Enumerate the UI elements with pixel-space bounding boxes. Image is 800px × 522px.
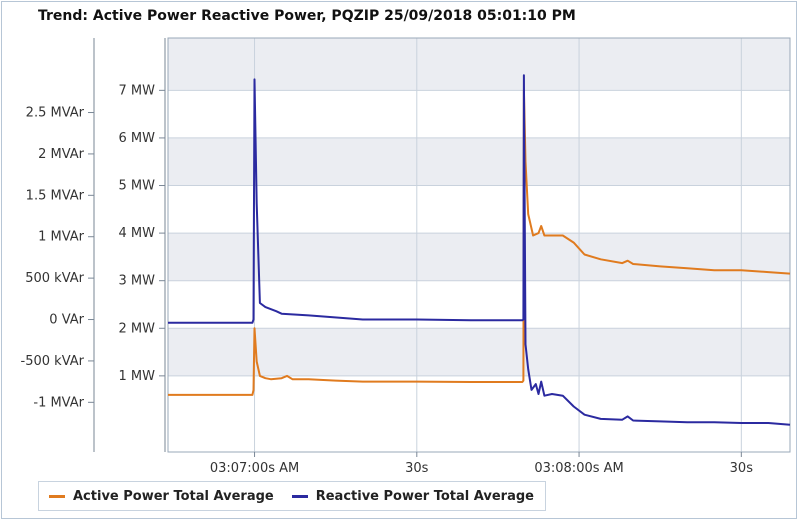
reactive-tick-label: 1 MVAr	[38, 230, 85, 245]
legend-swatch-active-power	[49, 494, 65, 498]
reactive-power-axis: 2.5 MVAr 2 MVAr 1.5 MVAr 1 MVAr 500 kVAr 0 VA…	[21, 106, 94, 410]
active-power-axis: 7 MW 6 MW 5 MW 4 MW 3 MW 2 MW 1 MW	[119, 83, 165, 384]
time-tick-label: 03:07:00s AM	[210, 461, 299, 476]
legend: Active Power Total Average Reactive Powe…	[38, 481, 546, 511]
reactive-tick-label: 0 VAr	[49, 313, 84, 328]
active-tick-label: 3 MW	[119, 274, 156, 289]
legend-swatch-reactive-power	[291, 494, 308, 498]
plot-axes	[93, 38, 166, 452]
plot-band	[168, 328, 790, 376]
reactive-tick-label: 2.5 MVAr	[26, 106, 85, 121]
chart-title: Trend: Active Power Reactive Power, PQZI…	[38, 8, 576, 24]
active-tick-label: 7 MW	[119, 83, 156, 98]
active-tick-label: 6 MW	[119, 131, 156, 146]
active-tick-label: 1 MW	[119, 369, 156, 384]
time-tick-label: 03:08:00s AM	[534, 461, 623, 476]
time-tick-label: 30s	[405, 461, 429, 476]
plot-border	[167, 37, 791, 453]
legend-item-reactive-power[interactable]: Reactive Power Total Average	[291, 488, 534, 504]
plot-band	[168, 137, 790, 186]
reactive-tick-label: 1.5 MVAr	[26, 188, 85, 203]
reactive-tick-label: -500 kVAr	[21, 354, 85, 369]
active-tick-label: 5 MW	[119, 179, 156, 194]
reactive-tick-label: 2 MVAr	[38, 147, 85, 162]
plot-band	[168, 233, 790, 281]
active-tick-label: 2 MW	[119, 321, 156, 336]
legend-label-active-power: Active Power Total Average	[73, 488, 274, 504]
series-reactive-power-line	[168, 74, 791, 426]
legend-label-reactive-power: Reactive Power Total Average	[315, 488, 534, 504]
series-active-power-line	[168, 89, 791, 396]
plot-bands	[168, 38, 790, 452]
reactive-tick-label: -1 MVAr	[33, 395, 84, 410]
time-tick-label: 30s	[730, 461, 754, 476]
series-lines	[168, 74, 791, 426]
time-axis: 03:07:00s AM 30s 03:08:00s AM 30s	[210, 452, 753, 476]
plot-band	[168, 38, 790, 91]
active-tick-label: 4 MW	[119, 226, 156, 241]
reactive-tick-label: 500 kVAr	[25, 271, 84, 286]
legend-item-active-power[interactable]: Active Power Total Average	[49, 489, 274, 504]
